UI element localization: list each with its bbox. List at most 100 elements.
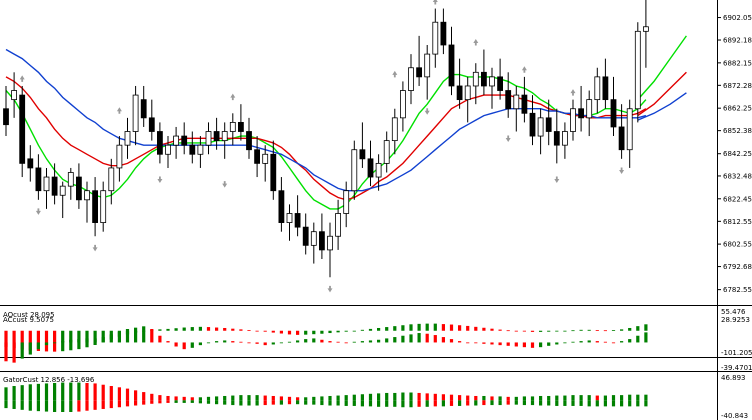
price-tick-label: 6832.48	[723, 172, 752, 180]
histogram-bar	[198, 342, 202, 346]
gator-bar-lower	[231, 400, 235, 406]
candle	[43, 167, 50, 209]
gator-panel-label: GatorCust 12.856 -13.696	[3, 376, 95, 384]
gator-bar-lower	[579, 400, 583, 406]
lips-line	[5, 73, 647, 210]
candle	[351, 140, 358, 200]
histogram-bar	[215, 327, 219, 331]
candle-body	[67, 172, 74, 187]
gator-bar-upper	[36, 383, 40, 401]
histogram-bar	[474, 342, 478, 344]
price-tick-label: 6902.05	[723, 14, 752, 22]
gator-bar-upper	[142, 392, 146, 401]
histogram-bar	[287, 341, 292, 343]
gator-bar-upper	[223, 395, 227, 401]
candle-body	[359, 149, 366, 160]
histogram-bar	[522, 330, 526, 332]
ac-panel[interactable]: ACcust 9.5075 28.9253 -39.4701	[0, 316, 752, 372]
candle-body	[578, 108, 584, 119]
candle-body	[416, 67, 423, 78]
candle-body	[513, 94, 520, 110]
gator-bar-upper	[336, 395, 340, 401]
candle-body	[148, 117, 155, 132]
histogram-bar	[539, 342, 543, 348]
histogram-bar	[441, 337, 445, 343]
gator-bar-upper	[28, 384, 32, 401]
histogram-bar	[174, 342, 178, 347]
gator-bar-upper	[4, 387, 8, 401]
candle-body	[132, 94, 139, 132]
candle-body	[197, 144, 204, 155]
histogram-bar	[287, 330, 292, 335]
candle-body	[375, 162, 382, 178]
histogram-bar	[304, 339, 308, 343]
histogram-bar	[425, 333, 429, 343]
histogram-bar	[296, 340, 300, 343]
candle	[67, 167, 74, 200]
candle	[189, 131, 196, 164]
gator-bar-upper	[279, 396, 283, 401]
histogram-bar	[174, 328, 178, 331]
histogram-bar	[4, 342, 8, 362]
histogram-bar	[498, 329, 502, 331]
histogram-bar	[150, 329, 154, 343]
gator-bar-lower	[352, 400, 356, 406]
alligator-lines	[5, 35, 687, 210]
candle-body	[229, 122, 236, 132]
candle-body	[327, 235, 333, 251]
gator-bar-lower	[28, 400, 32, 411]
candle	[294, 195, 301, 237]
gator-bar-upper	[231, 395, 235, 401]
histogram-bar	[571, 330, 575, 332]
histogram-bar	[28, 342, 32, 355]
gator-bar-lower	[377, 400, 381, 407]
histogram-bar	[449, 324, 454, 331]
histogram-bar	[312, 330, 316, 335]
gator-bar-lower	[182, 400, 186, 403]
candle	[643, 0, 649, 68]
gator-bar-upper	[506, 396, 510, 401]
candle-body	[59, 185, 66, 196]
gator-bar-upper	[385, 392, 389, 401]
gator-bar-lower	[4, 400, 8, 409]
histogram-bar	[239, 329, 243, 331]
histogram-bar	[44, 330, 49, 352]
candle-body	[553, 131, 560, 146]
gator-bar-lower	[466, 400, 470, 406]
gator-bar-upper	[134, 390, 138, 401]
candle	[529, 95, 536, 146]
histogram-bar	[458, 341, 462, 343]
histogram-bar	[166, 341, 170, 343]
gator-bar-upper	[85, 382, 89, 401]
candle	[626, 99, 633, 168]
gator-bar-upper	[644, 394, 648, 401]
jaw-line	[5, 48, 647, 192]
price-panel[interactable]: 6902.05 6892.18 6882.15 6872.28 6862.25 6852.…	[0, 0, 752, 306]
candle	[497, 58, 504, 100]
gator-bar-lower	[190, 400, 194, 403]
gator-bar-lower	[344, 400, 348, 406]
gator-bar-lower	[611, 400, 616, 407]
histogram-bar	[449, 339, 454, 343]
candle-body	[335, 213, 342, 237]
histogram-bar	[579, 329, 583, 331]
histogram-bar	[231, 341, 235, 343]
price-tick-label: 6872.28	[723, 82, 752, 90]
gator-bar-upper	[530, 396, 535, 401]
histogram-bar	[514, 342, 518, 347]
gator-bar-lower	[336, 400, 340, 406]
gator-panel[interactable]: GatorCust 12.856 -13.696 46.893 -40.843	[3, 372, 748, 420]
gator-bar-lower	[620, 400, 624, 407]
histogram-bar	[611, 342, 616, 344]
histogram-bar	[595, 341, 599, 343]
histogram-bar	[603, 330, 607, 332]
histogram-bar	[198, 326, 202, 331]
gator-bar-lower	[449, 400, 454, 406]
candle	[594, 67, 601, 114]
gator-bar-lower	[61, 400, 65, 413]
gator-bar-upper	[425, 393, 429, 401]
candle-body	[11, 90, 18, 101]
candle	[237, 104, 244, 141]
candle-body	[472, 71, 479, 87]
histogram-bar	[490, 328, 494, 331]
